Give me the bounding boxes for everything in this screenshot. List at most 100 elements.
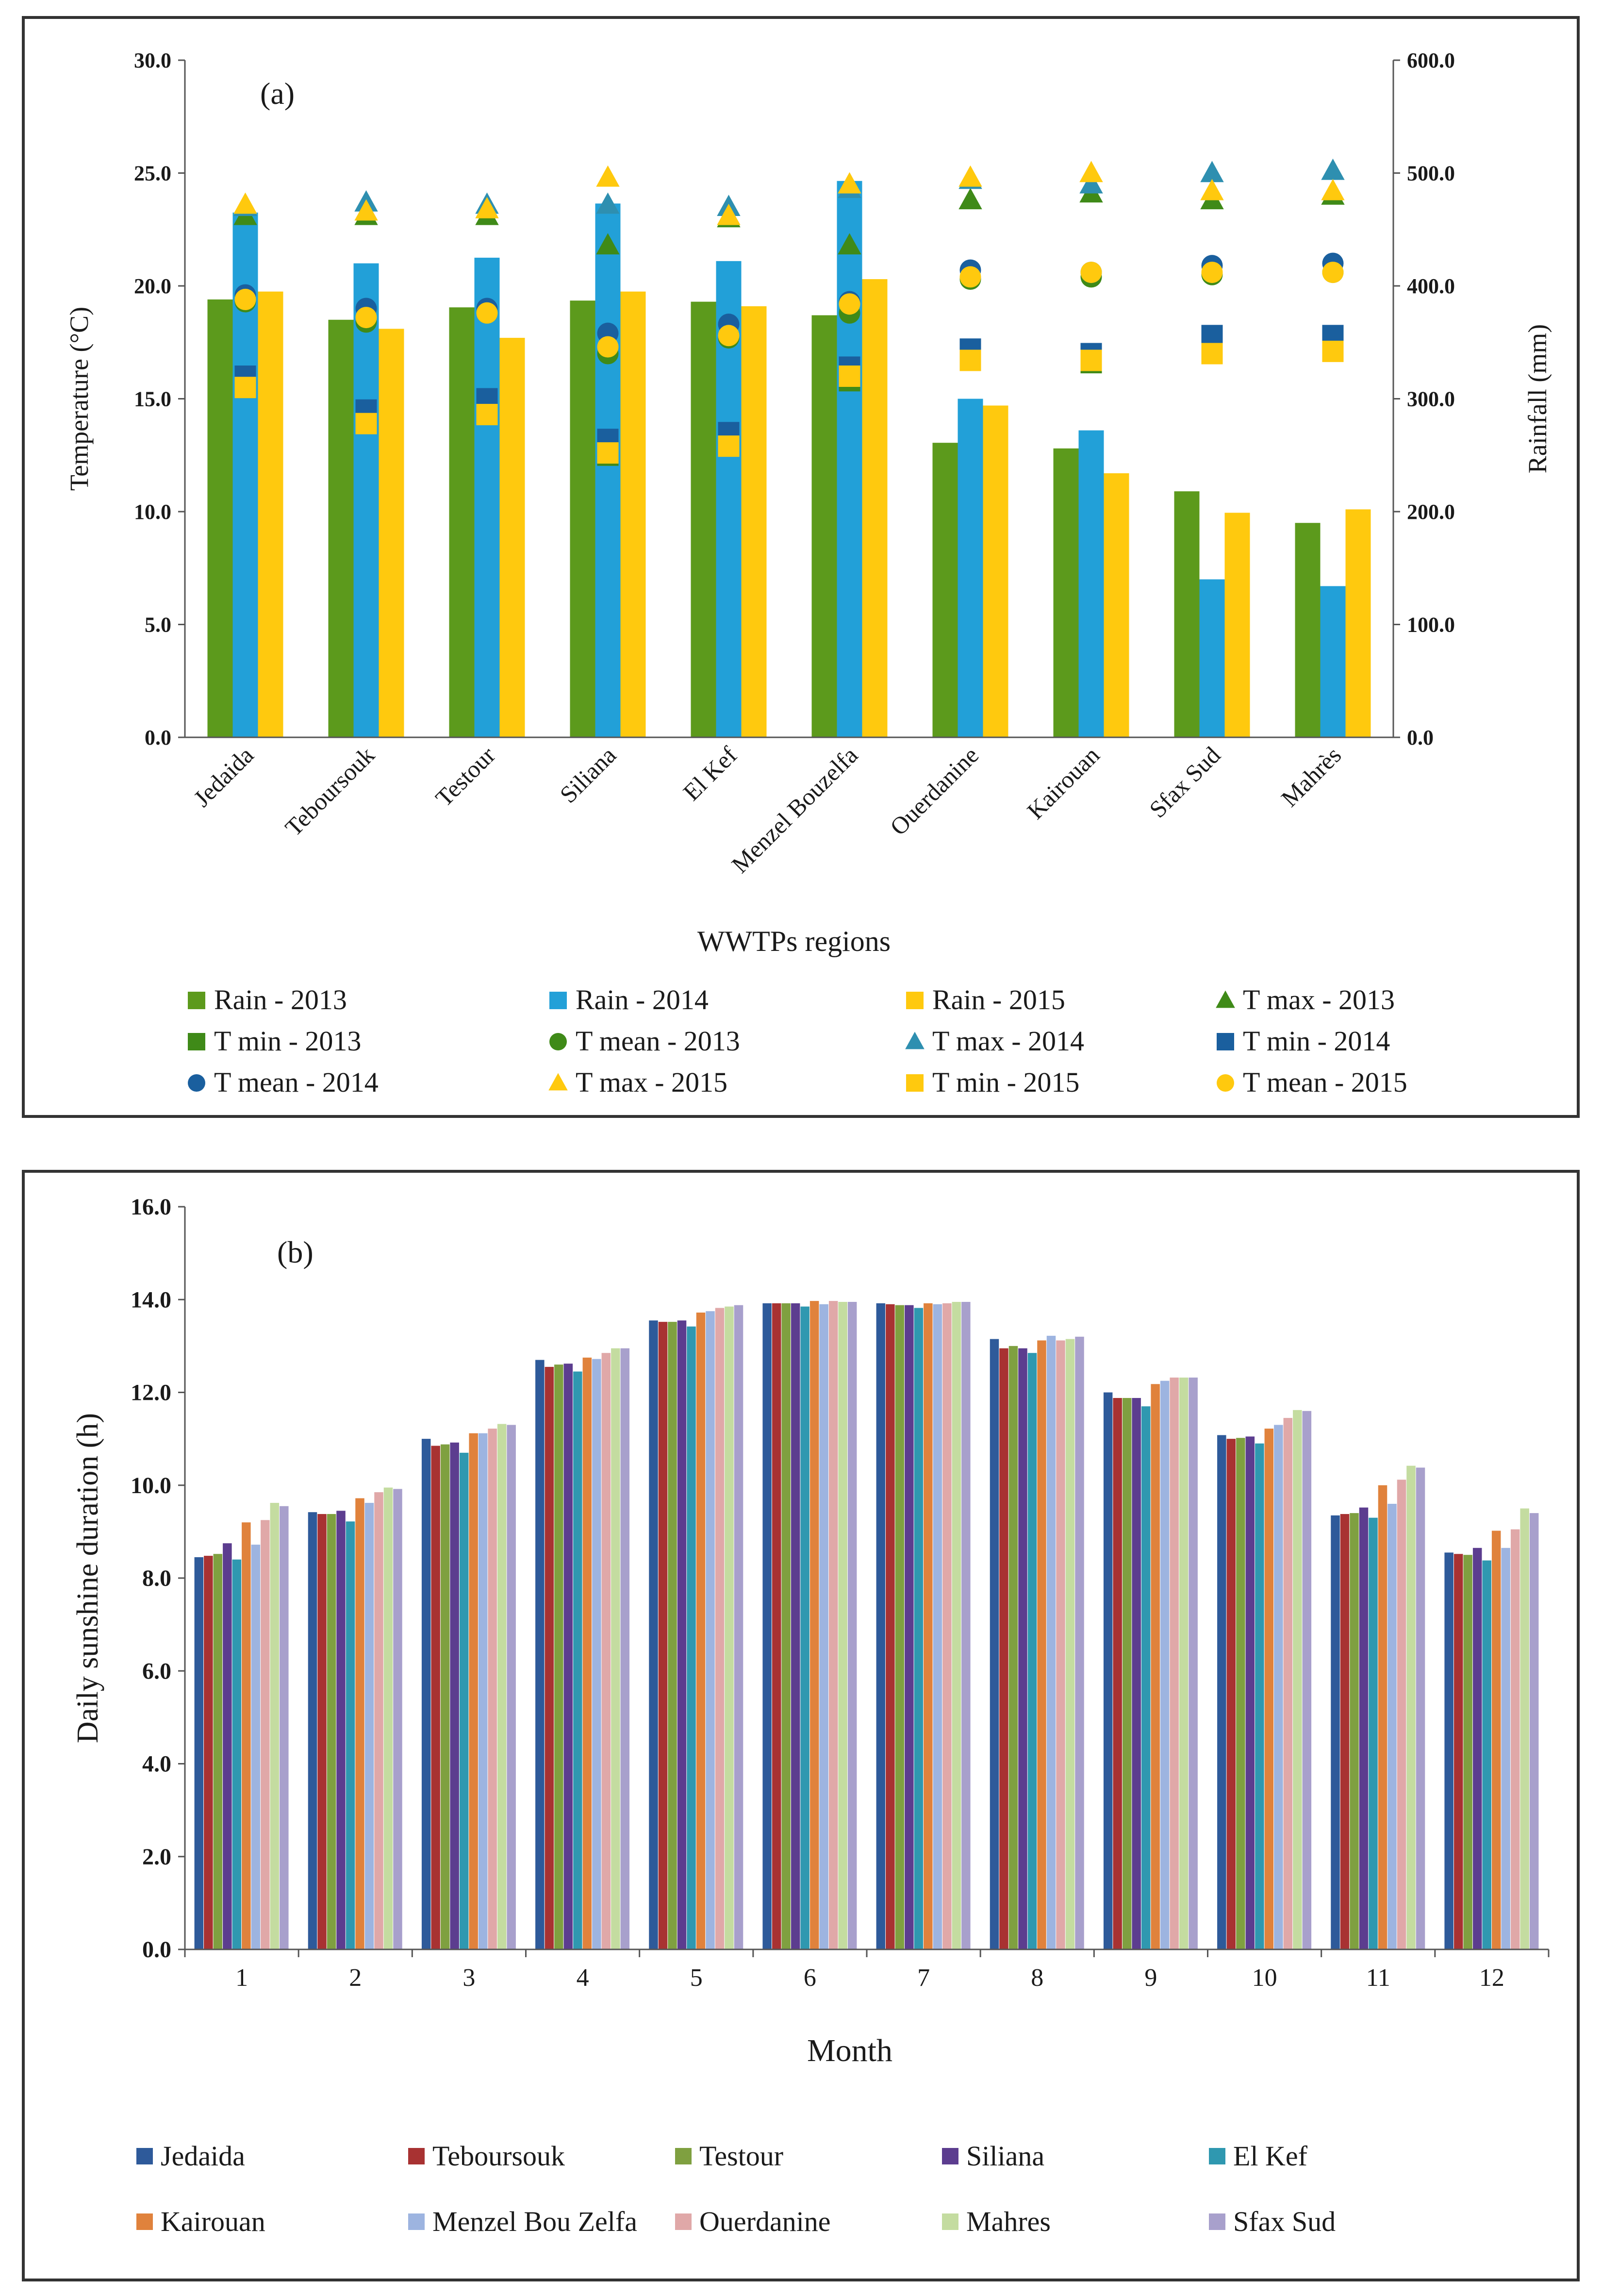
- marker-t-mean-2015-ouerdanine: [959, 266, 981, 288]
- bar-menzel-bou-zelfa-month-10: [1274, 1425, 1283, 1949]
- bar-el-kef-month-6: [800, 1306, 809, 1949]
- x-tick-label-month-10: 10: [1252, 1964, 1277, 1992]
- bar-testour-month-3: [440, 1444, 450, 1949]
- bar-siliana-month-1: [223, 1543, 232, 1949]
- bar-ouerdanine-month-10: [1283, 1418, 1293, 1949]
- bar-mahres-month-7: [952, 1302, 961, 1949]
- bar-menzel-bou-zelfa-month-9: [1160, 1381, 1170, 1949]
- x-tick-label-el-kef: El Kef: [677, 741, 742, 806]
- bar-testour-month-6: [781, 1303, 791, 1949]
- legend-marker-mahres: [942, 2213, 958, 2230]
- bar-rain-2014-teboursouk: [353, 263, 379, 737]
- bar-rain-2015-jedaida: [258, 291, 283, 737]
- bar-rain-2013-el-kef: [691, 301, 716, 737]
- chart-a-left-tick-label: 5.0: [145, 613, 171, 637]
- bar-siliana-month-6: [791, 1303, 800, 1949]
- legend-marker-rain-2015: [906, 992, 924, 1009]
- bar-siliana-month-4: [563, 1364, 573, 1949]
- bar-el-kef-month-11: [1369, 1517, 1378, 1949]
- bar-ouerdanine-month-9: [1170, 1377, 1179, 1949]
- bar-el-kef-month-3: [459, 1452, 469, 1949]
- legend-marker-menzel-bou-zelfa: [408, 2213, 425, 2230]
- bar-kairouan-month-8: [1037, 1340, 1046, 1949]
- marker-t-max-2014-siliana: [596, 192, 620, 214]
- marker-t-max-2013-siliana: [596, 233, 620, 255]
- bar-jedaida-month-11: [1331, 1515, 1340, 1949]
- bar-siliana-month-8: [1018, 1348, 1027, 1949]
- bar-menzel-bou-zelfa-month-12: [1501, 1547, 1510, 1949]
- legend-marker-t-max-2014: [905, 1032, 925, 1049]
- bar-rain-2015-kairouan: [1104, 473, 1129, 737]
- bar-kairouan-month-3: [469, 1433, 478, 1949]
- bar-testour-month-8: [1008, 1346, 1018, 1949]
- marker-t-min-2015-ouerdanine: [959, 349, 981, 371]
- marker-t-max-2015-testour: [475, 197, 499, 218]
- chart-a-x-axis-title: WWTPs regions: [697, 925, 891, 957]
- chart-b-x-axis-title: Month: [807, 2033, 892, 2068]
- bar-rain-2015-teboursouk: [379, 329, 404, 737]
- bar-el-kef-month-9: [1141, 1406, 1151, 1949]
- chart-a-left-tick-label: 30.0: [134, 49, 171, 72]
- legend-marker-t-mean-2014: [188, 1074, 205, 1092]
- chart-b-y-tick-label: 4.0: [142, 1751, 171, 1777]
- bar-kairouan-month-7: [924, 1303, 933, 1949]
- bar-rain-2013-jedaida: [207, 299, 233, 737]
- bar-rain-2014-siliana: [595, 203, 621, 737]
- bar-jedaida-month-1: [194, 1557, 204, 1949]
- bar-el-kef-month-2: [346, 1521, 355, 1949]
- chart-b-y-tick-label: 0.0: [142, 1937, 171, 1963]
- bar-menzel-bou-zelfa-month-7: [933, 1304, 942, 1949]
- bar-jedaida-month-10: [1217, 1435, 1226, 1949]
- bar-teboursouk-month-5: [658, 1322, 668, 1949]
- legend-marker-t-mean-2015: [1217, 1074, 1234, 1092]
- bar-mahres-month-10: [1293, 1410, 1302, 1949]
- x-tick-label-month-6: 6: [804, 1964, 816, 1992]
- x-tick-label-month-5: 5: [690, 1964, 703, 1992]
- marker-t-min-2015-sfax-sud: [1201, 343, 1223, 365]
- legend-label-kairouan: Kairouan: [161, 2206, 265, 2237]
- bar-rain-2015-menzel-bouzelfa: [862, 279, 888, 737]
- x-tick-label-month-3: 3: [462, 1964, 475, 1992]
- bar-testour-month-7: [895, 1305, 905, 1949]
- legend-label-mahres: Mahres: [966, 2206, 1051, 2237]
- chart-b-y-tick-label: 2.0: [142, 1844, 171, 1870]
- marker-t-min-2015-jedaida: [234, 377, 256, 399]
- bar-jedaida-month-12: [1444, 1552, 1453, 1949]
- bar-rain-2014-testour: [474, 257, 500, 737]
- legend-marker-t-max-2013: [1216, 990, 1235, 1008]
- bar-jedaida-month-7: [876, 1303, 886, 1949]
- chart-panel-b: (b) 0.0 2.0 4.0 6.0 8.0 10.0 12.0 14.0 16.0 1 2 3 4 5 6…: [22, 1170, 1580, 2281]
- legend-label-testour: Testour: [699, 2140, 783, 2172]
- marker-t-mean-2015-mahr-s: [1322, 262, 1344, 283]
- x-tick-label-ouerdanine: Ouerdanine: [885, 741, 984, 841]
- legend-label-t-mean-2013: T mean - 2013: [576, 1025, 740, 1057]
- bar-el-kef-month-4: [573, 1371, 582, 1949]
- legend-label-el-kef: El Kef: [1233, 2140, 1308, 2172]
- bar-rain-2015-sfax-sud: [1224, 513, 1250, 737]
- bar-mahres-month-11: [1406, 1465, 1416, 1949]
- bar-ouerdanine-month-1: [261, 1520, 270, 1949]
- bar-menzel-bou-zelfa-month-6: [819, 1304, 828, 1949]
- bar-sfax-sud-month-5: [734, 1305, 743, 1949]
- legend-label-menzel-bou-zelfa: Menzel Bou Zelfa: [432, 2206, 637, 2237]
- legend-marker-testour: [675, 2148, 692, 2164]
- bar-kairouan-month-5: [696, 1313, 706, 1949]
- bar-jedaida-month-6: [762, 1303, 772, 1949]
- marker-t-min-2015-testour: [476, 404, 498, 426]
- bar-ouerdanine-month-7: [942, 1303, 952, 1949]
- x-tick-label-month-1: 1: [235, 1964, 248, 1992]
- marker-t-mean-2015-jedaida: [234, 288, 256, 310]
- legend-marker-rain-2014: [549, 992, 567, 1009]
- chart-a-y-axis-title: Temperature (°C): [65, 307, 94, 491]
- bar-sfax-sud-month-4: [620, 1348, 630, 1949]
- bar-jedaida-month-9: [1103, 1392, 1113, 1949]
- bar-teboursouk-month-10: [1226, 1439, 1236, 1949]
- chart-b-y-tick-label: 10.0: [131, 1473, 171, 1498]
- chart-b-y-tick-label: 12.0: [131, 1380, 171, 1406]
- marker-t-max-2013-ouerdanine: [958, 188, 982, 210]
- legend-marker-teboursouk: [408, 2148, 425, 2164]
- legend-marker-t-min-2015: [906, 1074, 924, 1092]
- bar-menzel-bou-zelfa-month-8: [1046, 1335, 1056, 1949]
- bar-menzel-bou-zelfa-month-11: [1387, 1504, 1397, 1949]
- bar-siliana-month-3: [450, 1442, 459, 1949]
